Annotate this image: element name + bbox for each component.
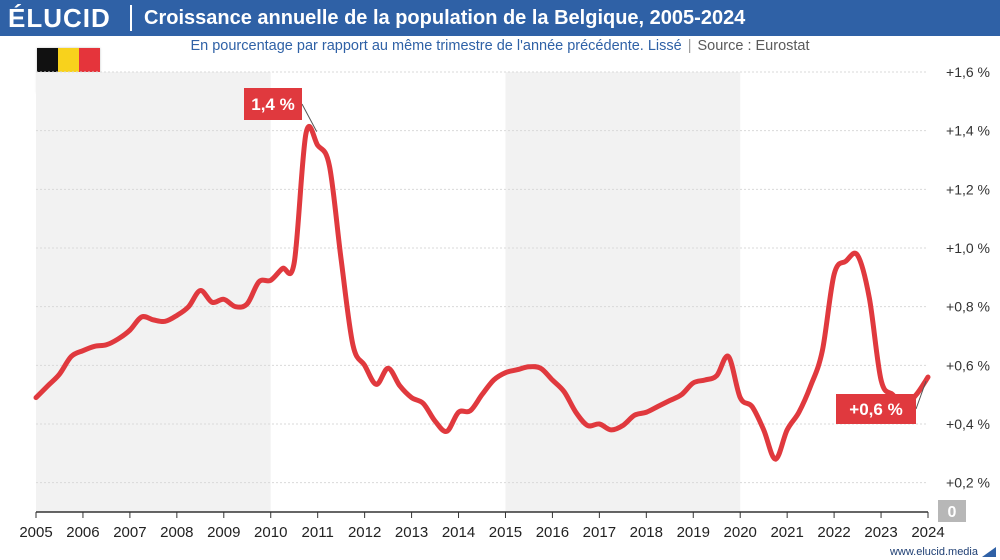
x-tick-label: 2009 [207, 524, 240, 541]
zero-badge [938, 500, 966, 522]
chart-title: Croissance annuelle de la population de … [144, 7, 746, 29]
x-tick-label: 2008 [160, 524, 193, 541]
annotation-leader [915, 380, 927, 410]
y-tick-label: +0,6 % [946, 357, 990, 373]
x-tick-label: 2012 [348, 524, 381, 541]
brand-logo[interactable]: ÉLUCID [8, 3, 111, 33]
x-tick-label: 2018 [630, 524, 663, 541]
header-bar: ÉLUCID Croissance annuelle de la populat… [0, 0, 1000, 36]
x-tick-label: 2023 [864, 524, 897, 541]
header-divider [130, 5, 132, 31]
y-tick-label: +0,4 % [946, 416, 990, 432]
x-tick-label: 2022 [817, 524, 850, 541]
x-tick-label: 2011 [302, 524, 334, 541]
y-tick-label: +0,8 % [946, 299, 990, 315]
subtitle-text: En pourcentage par rapport au même trime… [190, 38, 682, 54]
elucid-mark-icon [982, 547, 996, 557]
y-tick-label: +1,0 % [946, 240, 990, 256]
x-tick-label: 2015 [489, 524, 522, 541]
annotation-box [244, 88, 302, 120]
footer: www.elucid.media [890, 546, 996, 558]
annotation-peak-label: 1,4 % [251, 95, 294, 114]
annotation-box [836, 394, 916, 424]
x-tick-label: 2017 [583, 524, 616, 541]
x-tick-label: 2013 [395, 524, 428, 541]
x-tick-label: 2006 [66, 524, 99, 541]
x-tick-label: 2005 [19, 524, 52, 541]
shaded-band-1 [505, 72, 741, 512]
x-tick-label: 2020 [724, 524, 757, 541]
x-tick-label: 2014 [442, 524, 475, 541]
series-line [33, 123, 931, 462]
footer-url[interactable]: www.elucid.media [889, 546, 978, 558]
y-tick-label: +1,4 % [946, 123, 990, 139]
y-tick-label: +0,2 % [946, 475, 990, 491]
x-tick-label: 2007 [113, 524, 146, 541]
x-tick-label: 2021 [770, 524, 803, 541]
annotation-last-label: +0,6 % [849, 400, 902, 419]
x-tick-label: 2019 [677, 524, 710, 541]
annotation-leader [301, 103, 318, 132]
x-tick-label: 2016 [536, 524, 569, 541]
source-text: Source : Eurostat [697, 38, 810, 54]
chart-subtitle: En pourcentage par rapport au même trime… [0, 38, 1000, 54]
y-tick-label: +1,2 % [946, 181, 990, 197]
x-tick-label: 2010 [254, 524, 287, 541]
zero-label: 0 [948, 504, 957, 521]
x-tick-label: 2024 [911, 524, 944, 541]
shaded-band-0 [36, 72, 271, 512]
y-tick-label: +1,6 % [946, 64, 990, 80]
subtitle-separator: | [687, 38, 692, 54]
